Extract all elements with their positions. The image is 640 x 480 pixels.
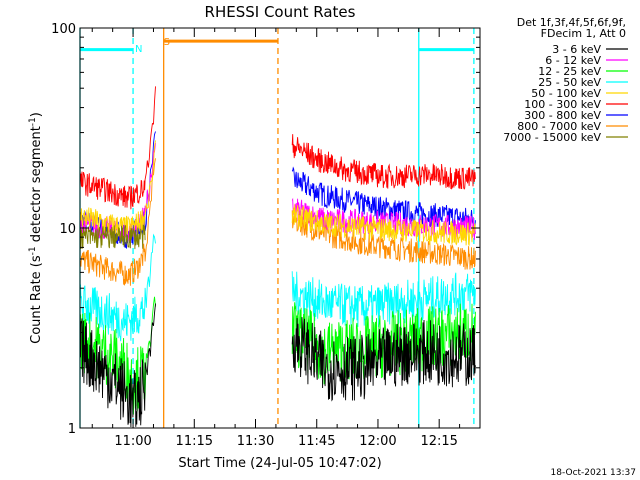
x-tick-label: 11:45 — [298, 434, 335, 449]
y-axis-label-sup1: -1 — [28, 246, 38, 255]
legend-entry-label: 300 - 800 keV — [524, 109, 601, 122]
y-tick-label: 100 — [51, 22, 76, 37]
y-axis-label-end: ) — [29, 112, 44, 117]
legend-entry-label: 50 - 100 keV — [531, 87, 601, 100]
legend-entry-label: 100 - 300 keV — [524, 98, 601, 111]
y-axis-label: Count Rate (s-1 detector segment-1) — [28, 112, 44, 344]
attenuator-marker-label: N — [135, 44, 142, 55]
series-4 — [79, 140, 476, 246]
series-layer — [79, 86, 476, 428]
series-0 — [79, 303, 476, 428]
legend-header-line: Det 1f,3f,4f,5f,6f,9f, — [517, 16, 626, 29]
legend-entry-label: 3 - 6 keV — [552, 43, 601, 56]
legend-entry-label: 800 - 7000 keV — [517, 120, 601, 133]
series-line — [291, 317, 476, 402]
x-tick-label: 11:00 — [114, 434, 151, 449]
y-axis-label-sup2: -1 — [28, 117, 38, 126]
x-tick-label: 12:15 — [420, 434, 457, 449]
x-tick-label: 11:15 — [176, 434, 213, 449]
axis-ticks: 11:00 11:15 11:30 11:45 12:00 12:15 1 10 100 — [51, 22, 480, 449]
series-line — [79, 233, 156, 342]
chart-title: RHESSI Count Rates — [205, 3, 356, 21]
legend-entry-label: 25 - 50 keV — [538, 76, 601, 89]
series-line — [79, 86, 156, 210]
series-line — [291, 204, 476, 246]
series-8 — [79, 224, 146, 250]
y-tick-label: 1 — [68, 422, 76, 437]
series-5 — [79, 86, 476, 210]
legend-entry-label: 6 - 12 keV — [545, 54, 601, 67]
series-line — [291, 134, 476, 190]
x-tick-label: 11:30 — [237, 434, 274, 449]
series-line — [291, 271, 476, 328]
footer-timestamp: 18-Oct-2021 13:37 — [551, 468, 636, 478]
legend-entry-label: 7000 - 15000 keV — [503, 131, 601, 144]
series-line — [291, 166, 476, 231]
attenuator-marker-label: S — [164, 37, 170, 48]
legend: Det 1f,3f,4f,5f,6f,9f,FDecim 1, Att 0 3 -… — [503, 16, 628, 144]
y-axis-label-main: Count Rate (s — [29, 255, 44, 344]
x-tick-label: 12:00 — [359, 434, 396, 449]
x-axis-label: Start Time (24-Jul-05 10:47:02) — [178, 456, 381, 471]
legend-entry-label: 12 - 25 keV — [538, 65, 601, 78]
series-line — [79, 303, 156, 428]
y-axis-label-mid: detector segment — [29, 126, 44, 246]
series-line — [79, 224, 146, 250]
legend-header-line: FDecim 1, Att 0 — [541, 27, 626, 40]
series-line — [79, 158, 156, 286]
series-line — [79, 140, 156, 238]
series-3 — [79, 233, 476, 342]
y-tick-label: 10 — [59, 222, 76, 237]
